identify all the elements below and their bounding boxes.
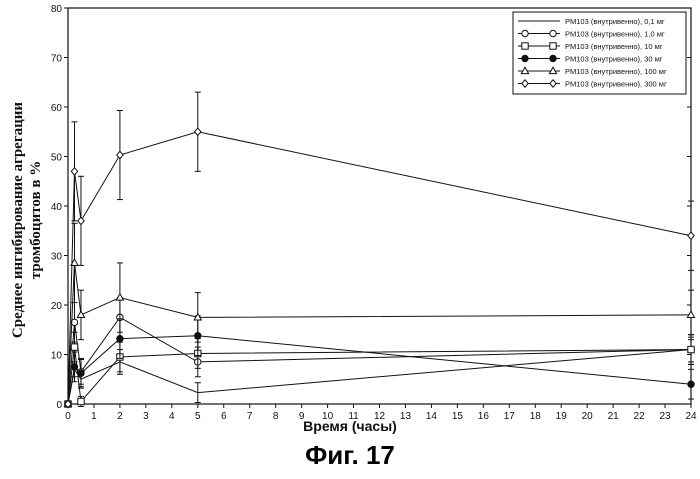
series-line [68, 347, 691, 404]
y-axis-label-svg: Среднее ингибирование агрегации тромбоци… [6, 40, 46, 400]
series-4 [65, 316, 694, 407]
legend-swatch-marker [522, 55, 528, 61]
data-point [71, 344, 77, 350]
data-point [117, 151, 123, 158]
legend: PM103 (внутривенно), 0,1 мг PM103 (внутри… [513, 12, 686, 94]
y-tick-label: 0 [56, 400, 62, 411]
legend-swatch-marker [522, 43, 528, 49]
y-tick-label: 30 [51, 252, 63, 263]
legend-entry-label: PM103 (внутривенно), 100 мг [565, 67, 667, 76]
series-line [68, 132, 691, 404]
series-line [68, 317, 691, 404]
legend-entry-label: PM103 (внутривенно), 1,0 мг [565, 30, 665, 39]
data-point [195, 128, 201, 135]
legend-entry-label: PM103 (внутривенно), 0,1 мг [565, 17, 665, 26]
legend-entry-label: PM103 (внутривенно), 10 мг [565, 42, 663, 51]
series-line [68, 263, 691, 404]
series-3 [65, 332, 694, 407]
data-point [688, 232, 694, 239]
y-tick-label: 60 [51, 103, 63, 114]
data-point [71, 168, 77, 175]
y-tick-label: 50 [51, 153, 63, 164]
data-point [117, 335, 123, 341]
y-tick-label: 40 [51, 202, 63, 213]
series-line [68, 336, 691, 404]
y-axis-label-line-1: Среднее ингибирование агрегации [10, 102, 26, 338]
legend-entry-label: PM103 (внутривенно), 30 мг [565, 55, 663, 64]
data-point [688, 346, 694, 352]
legend-swatch-marker [550, 55, 556, 61]
data-point [687, 311, 694, 317]
data-point [78, 370, 84, 376]
y-tick-label: 80 [51, 4, 63, 15]
data-point [78, 398, 84, 404]
figure-caption: Фиг. 17 [0, 440, 700, 471]
x-axis-label: Время (часы) [0, 418, 700, 434]
series-6 [65, 92, 694, 408]
data-point [78, 217, 84, 224]
series-1 [68, 337, 694, 404]
legend-swatch-marker [550, 43, 556, 49]
y-tick-label: 20 [51, 301, 63, 312]
data-point [71, 364, 77, 370]
legend-entry-label: PM103 (внутривенно), 300 мг [565, 80, 667, 89]
data-point [688, 381, 694, 387]
y-tick-label: 70 [51, 54, 63, 65]
y-tick-label: 10 [51, 351, 63, 362]
legend-swatch-marker [522, 30, 528, 36]
data-point [116, 294, 123, 300]
legend-swatch-marker [550, 30, 556, 36]
series-5 [64, 223, 694, 406]
y-axis-label-line-2: тромбоцитов в % [28, 161, 44, 279]
y-axis-label-container: Среднее ингибирование агрегации тромбоци… [6, 40, 46, 400]
